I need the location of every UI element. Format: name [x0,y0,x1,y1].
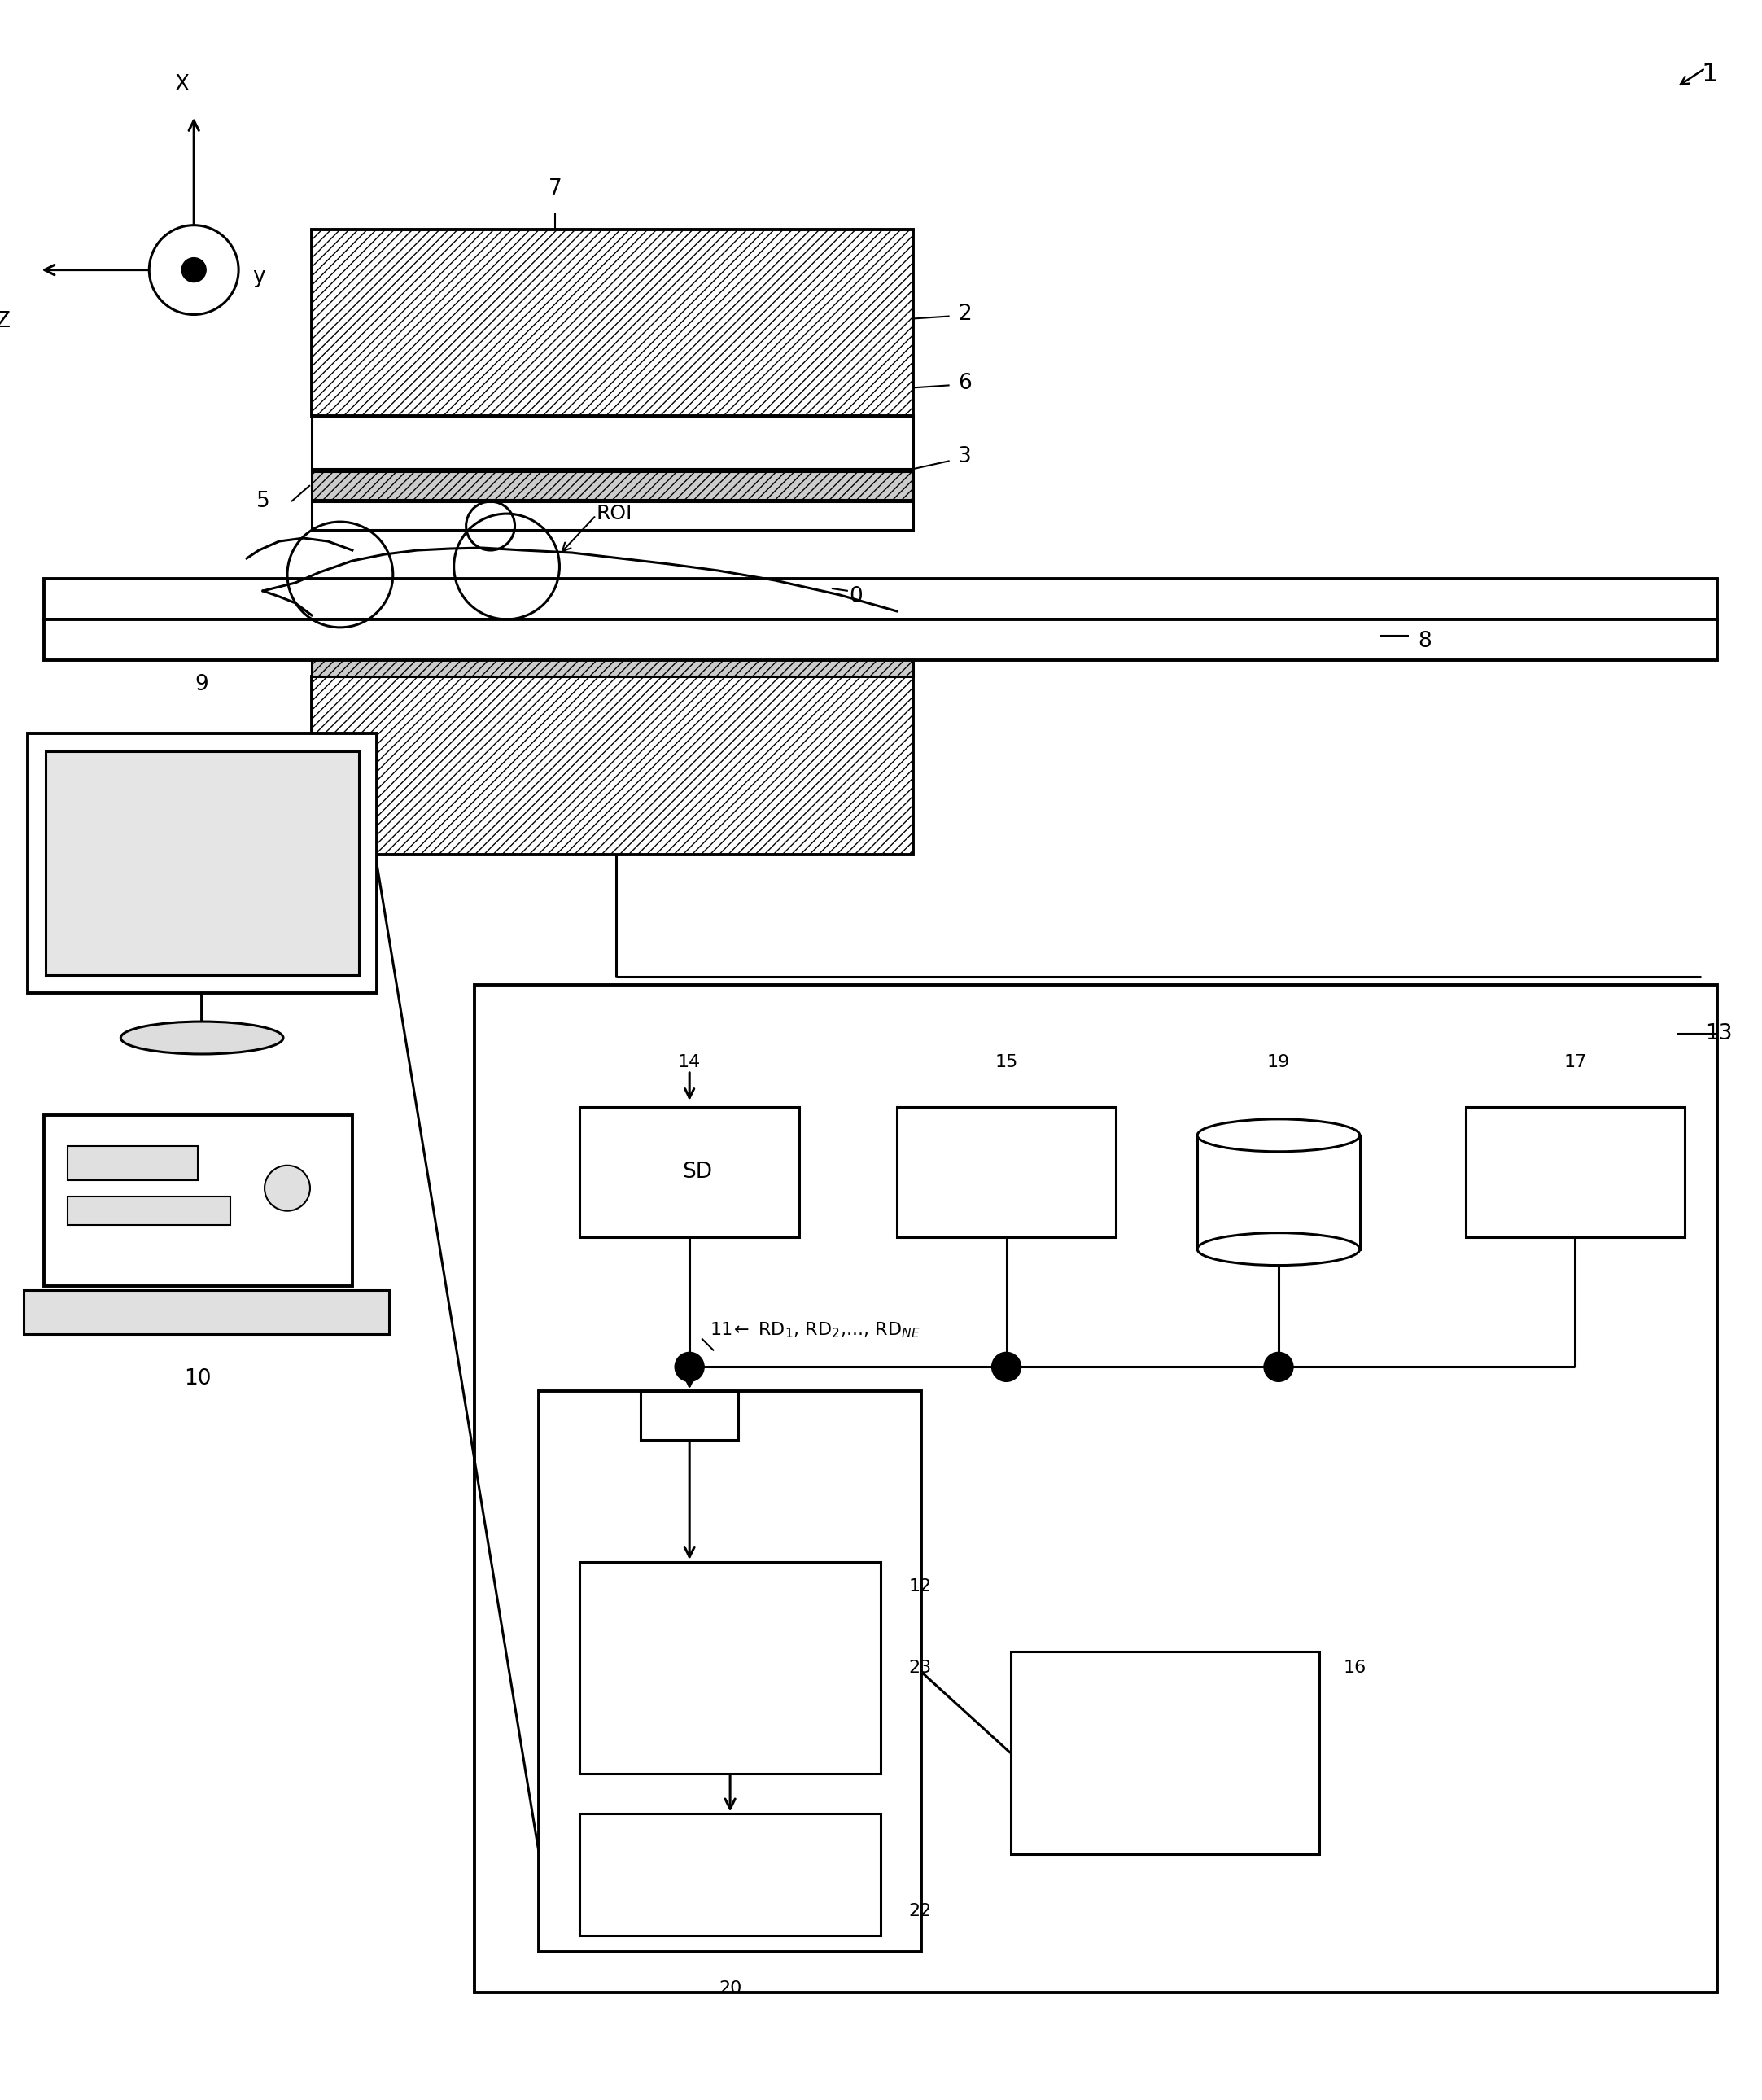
Bar [312,229,913,416]
Bar [69,1197,231,1224]
Text: 9: 9 [196,674,210,695]
Bar [312,603,913,647]
Bar [312,470,913,500]
Text: 11: 11 [710,1323,733,1338]
Text: 23: 23 [909,1659,932,1676]
Ellipse shape [1198,1119,1360,1151]
Text: 3: 3 [957,445,971,468]
Text: 17: 17 [1563,1054,1586,1071]
Ellipse shape [122,1021,284,1054]
Circle shape [992,1352,1020,1382]
Text: 7: 7 [548,178,562,200]
Circle shape [675,1352,705,1382]
Bar [46,752,359,974]
Ellipse shape [1198,1233,1360,1266]
Text: y: y [252,267,264,288]
Bar [312,647,913,676]
Text: 6: 6 [957,374,971,395]
Text: 14: 14 [678,1054,701,1071]
Bar [580,1562,881,1772]
Text: 8: 8 [1418,630,1433,651]
Text: 5: 5 [255,491,270,512]
Circle shape [264,1166,310,1212]
Text: 1: 1 [1700,63,1718,88]
Text: 12: 12 [909,1579,932,1594]
Bar [641,1392,738,1441]
Bar [897,1107,1115,1237]
Bar [580,1107,800,1237]
Bar [474,985,1718,1993]
Text: 2: 2 [957,304,971,326]
Bar [44,580,1718,619]
Text: $\leftarrow$ RD$_1$, RD$_2$,..., RD$_{NE}$: $\leftarrow$ RD$_1$, RD$_2$,..., RD$_{NE… [729,1321,920,1340]
Text: ROI: ROI [596,504,633,523]
Bar [44,1115,352,1285]
Bar [1198,1136,1360,1250]
Text: 20: 20 [719,1980,742,1997]
Text: 10: 10 [185,1369,211,1390]
Text: Z: Z [0,311,11,332]
Bar [580,1814,881,1936]
Bar [1466,1107,1684,1237]
Bar [312,416,913,468]
Bar [539,1392,922,1953]
Text: 19: 19 [1267,1054,1290,1071]
Text: 0: 0 [849,586,863,607]
Text: 13: 13 [1706,1023,1732,1044]
Bar [44,619,1718,659]
Bar [26,733,377,993]
Bar [1010,1651,1320,1854]
Bar [312,502,913,529]
Text: X: X [174,74,189,94]
Bar [23,1289,389,1334]
Text: 15: 15 [996,1054,1018,1071]
Text: 22: 22 [909,1903,932,1919]
Text: 16: 16 [1344,1659,1367,1676]
Circle shape [150,225,238,315]
Circle shape [1263,1352,1293,1382]
Circle shape [181,258,206,281]
Text: SD: SD [682,1161,712,1182]
Bar [69,1147,197,1180]
Bar [312,676,913,855]
